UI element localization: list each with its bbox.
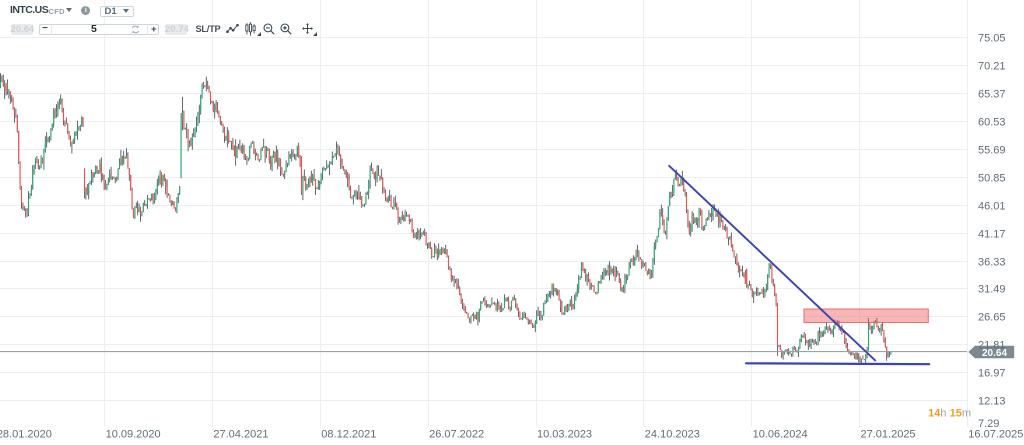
svg-text:65.37: 65.37 <box>978 88 1006 100</box>
svg-text:60.53: 60.53 <box>978 116 1006 128</box>
svg-text:27.04.2021: 27.04.2021 <box>213 429 268 441</box>
svg-text:41.17: 41.17 <box>978 228 1006 240</box>
svg-text:14h 15m: 14h 15m <box>928 407 971 419</box>
svg-text:26.65: 26.65 <box>978 311 1006 323</box>
svg-text:10.06.2024: 10.06.2024 <box>753 429 808 441</box>
svg-text:75.05: 75.05 <box>978 32 1006 44</box>
svg-text:46.01: 46.01 <box>978 200 1006 212</box>
svg-text:27.01.2025: 27.01.2025 <box>861 429 916 441</box>
svg-text:10.09.2020: 10.09.2020 <box>106 429 161 441</box>
svg-text:7.29: 7.29 <box>978 418 999 430</box>
svg-text:16.97: 16.97 <box>978 367 1006 379</box>
svg-text:24.10.2023: 24.10.2023 <box>645 429 700 441</box>
svg-text:21.81: 21.81 <box>978 339 1006 351</box>
svg-text:28.01.2020: 28.01.2020 <box>0 429 52 441</box>
svg-text:10.03.2023: 10.03.2023 <box>537 429 592 441</box>
svg-text:70.21: 70.21 <box>978 60 1006 72</box>
svg-text:20.64: 20.64 <box>982 348 1007 359</box>
svg-text:16.07.2025: 16.07.2025 <box>968 429 1023 441</box>
svg-text:08.12.2021: 08.12.2021 <box>321 429 376 441</box>
svg-text:50.85: 50.85 <box>978 172 1006 184</box>
svg-text:12.13: 12.13 <box>978 395 1006 407</box>
svg-text:26.07.2022: 26.07.2022 <box>429 429 484 441</box>
svg-text:31.49: 31.49 <box>978 283 1006 295</box>
svg-text:55.69: 55.69 <box>978 144 1006 156</box>
svg-text:36.33: 36.33 <box>978 256 1006 268</box>
